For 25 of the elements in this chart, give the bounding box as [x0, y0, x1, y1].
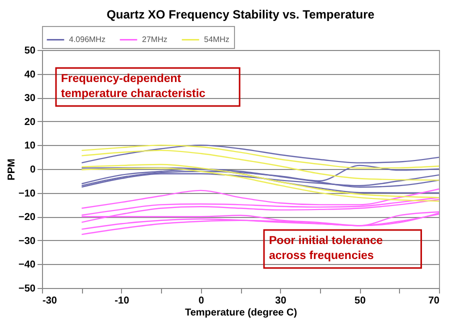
- y-tick-label: 50: [24, 46, 36, 56]
- legend-label: 54MHz: [204, 34, 230, 44]
- x-tick-label: 50: [354, 296, 366, 306]
- x-tick-label: -30: [42, 296, 58, 306]
- y-tick-label: 0: [30, 164, 36, 176]
- y-tick-label: −40: [18, 260, 36, 271]
- legend-label: 27MHz: [142, 34, 168, 44]
- x-axis-title: Temperature (degree C): [184, 308, 298, 318]
- y-tick-label: −10: [18, 188, 36, 200]
- y-tick-label: 20: [24, 116, 36, 128]
- chart-title: Quartz XO Frequency Stability vs. Temperature: [106, 8, 375, 22]
- x-tick-label: 70: [428, 296, 440, 306]
- x-tick-label: 0: [198, 296, 205, 306]
- annotation: Poor initial tolerance across frequencies: [269, 235, 383, 262]
- y-tick-label: −20: [18, 212, 36, 224]
- legend-label: 4.096MHz: [69, 34, 106, 44]
- y-tick-label: −50: [18, 284, 36, 294]
- y-axis-title: PPM: [6, 158, 18, 180]
- y-tick-label: −30: [18, 236, 36, 247]
- y-tick-label: 30: [24, 93, 36, 104]
- x-tick-label: 30: [275, 296, 287, 306]
- y-tick-label: 40: [24, 69, 36, 80]
- annotation: Frequency-dependent temperature characteristic: [61, 73, 206, 100]
- x-tick-label: -10: [114, 296, 130, 306]
- y-tick-label: 10: [24, 140, 36, 152]
